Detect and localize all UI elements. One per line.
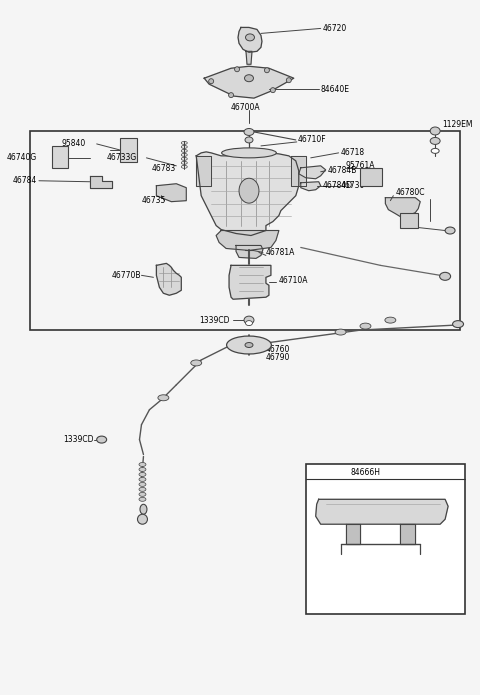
Ellipse shape — [139, 498, 146, 501]
Polygon shape — [196, 151, 299, 236]
Text: 46720: 46720 — [323, 24, 347, 33]
Text: 46783: 46783 — [151, 164, 176, 173]
Polygon shape — [196, 156, 211, 186]
Text: 46781A: 46781A — [266, 248, 295, 257]
Polygon shape — [246, 51, 252, 64]
Ellipse shape — [139, 473, 146, 477]
Ellipse shape — [335, 329, 346, 335]
Circle shape — [235, 67, 240, 72]
Text: 46784D: 46784D — [323, 181, 353, 190]
Circle shape — [137, 514, 147, 524]
Ellipse shape — [140, 505, 147, 514]
Ellipse shape — [244, 75, 253, 82]
Bar — [400, 213, 418, 227]
Text: 46718: 46718 — [341, 148, 365, 157]
Text: 46740G: 46740G — [7, 154, 37, 163]
Text: 46770B: 46770B — [112, 271, 141, 280]
Text: 1339CD: 1339CD — [63, 435, 94, 444]
Ellipse shape — [244, 316, 254, 324]
Text: 46784: 46784 — [12, 177, 37, 186]
Text: 1129EM: 1129EM — [442, 120, 473, 129]
Bar — [52, 146, 68, 167]
Circle shape — [228, 92, 234, 97]
Ellipse shape — [227, 336, 271, 354]
Polygon shape — [90, 176, 112, 188]
Bar — [360, 167, 383, 186]
Ellipse shape — [385, 317, 396, 323]
Bar — [120, 138, 137, 162]
Polygon shape — [299, 166, 325, 179]
Ellipse shape — [139, 492, 146, 496]
Ellipse shape — [445, 227, 455, 234]
Text: 46733G: 46733G — [107, 154, 137, 163]
Ellipse shape — [139, 468, 146, 471]
Text: 1339CD: 1339CD — [199, 316, 230, 325]
Text: 46784B: 46784B — [328, 166, 357, 175]
Text: 84640E: 84640E — [321, 85, 349, 94]
Text: 46790: 46790 — [266, 354, 290, 363]
Ellipse shape — [245, 34, 254, 41]
Ellipse shape — [158, 395, 169, 401]
Polygon shape — [236, 245, 263, 259]
Text: 46710A: 46710A — [279, 276, 308, 285]
Ellipse shape — [239, 178, 259, 203]
Ellipse shape — [222, 148, 276, 158]
Circle shape — [264, 67, 269, 73]
Polygon shape — [238, 27, 262, 52]
Text: 84666H: 84666H — [350, 468, 381, 477]
Circle shape — [209, 79, 214, 83]
Text: 46780C: 46780C — [396, 188, 425, 197]
Ellipse shape — [245, 343, 253, 348]
Polygon shape — [291, 156, 306, 186]
Ellipse shape — [440, 272, 451, 280]
Text: 46760: 46760 — [266, 345, 290, 354]
Polygon shape — [400, 524, 415, 544]
Ellipse shape — [139, 482, 146, 486]
Bar — [306, 464, 465, 614]
Polygon shape — [301, 181, 321, 190]
Polygon shape — [216, 231, 279, 250]
Polygon shape — [385, 197, 420, 217]
Ellipse shape — [139, 477, 146, 482]
Ellipse shape — [96, 436, 107, 443]
Ellipse shape — [139, 487, 146, 491]
Polygon shape — [156, 263, 181, 295]
Text: 95840: 95840 — [62, 140, 86, 149]
Polygon shape — [346, 524, 360, 544]
Polygon shape — [316, 499, 448, 524]
Text: 46710F: 46710F — [298, 136, 326, 145]
Text: 46700A: 46700A — [231, 103, 261, 112]
Circle shape — [287, 78, 291, 83]
Circle shape — [270, 88, 276, 92]
Ellipse shape — [360, 323, 371, 329]
Ellipse shape — [191, 360, 202, 366]
Ellipse shape — [430, 127, 440, 135]
Polygon shape — [156, 183, 186, 202]
Ellipse shape — [431, 149, 439, 154]
Text: 95761A: 95761A — [346, 161, 375, 170]
Polygon shape — [204, 66, 294, 98]
Ellipse shape — [245, 320, 252, 325]
Text: 46735: 46735 — [142, 196, 166, 205]
Ellipse shape — [430, 138, 440, 145]
Ellipse shape — [245, 137, 253, 143]
Ellipse shape — [244, 129, 254, 136]
Ellipse shape — [139, 462, 146, 466]
Polygon shape — [229, 265, 271, 300]
Text: 46730: 46730 — [341, 181, 365, 190]
Bar — [30, 131, 460, 330]
Ellipse shape — [453, 320, 464, 327]
